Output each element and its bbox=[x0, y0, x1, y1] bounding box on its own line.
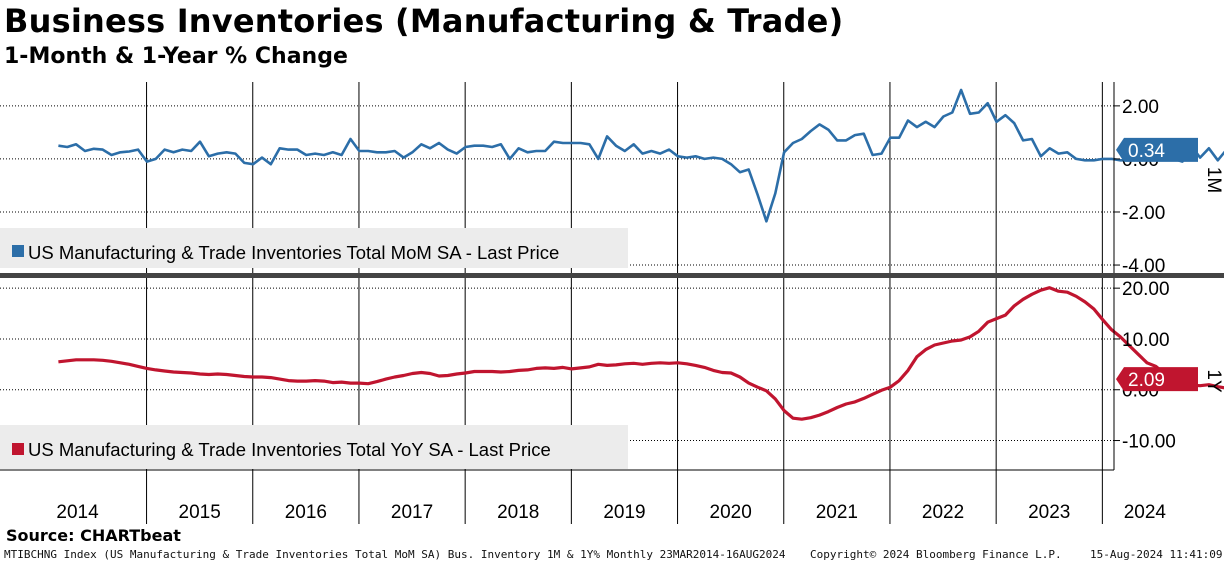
yoy-legend-box bbox=[0, 425, 628, 469]
yoy-last-value-badge bbox=[1116, 367, 1198, 392]
yoy-legend-swatch bbox=[12, 443, 24, 455]
mom-legend-label: US Manufacturing & Trade Inventories Tot… bbox=[28, 242, 559, 263]
yoy-series-line bbox=[58, 286, 1224, 421]
x-tick-label: 2023 bbox=[1028, 502, 1070, 523]
top-y-axis: 2.000.00-2.00-4.00 bbox=[1113, 82, 1165, 277]
x-tick-label: 2015 bbox=[179, 502, 221, 523]
mom-last-value-tag: 0.34 bbox=[1116, 137, 1198, 162]
y-tick-label: 10.00 bbox=[1122, 330, 1170, 351]
x-tick-label: 2018 bbox=[497, 502, 539, 523]
x-tick-label: 2019 bbox=[603, 502, 645, 523]
x-tick-label: 2020 bbox=[710, 502, 752, 523]
x-tick-label: 2016 bbox=[285, 502, 327, 523]
chart-subtitle: 1-Month & 1-Year % Change bbox=[4, 44, 348, 69]
y-tick-label: 20.00 bbox=[1122, 279, 1170, 300]
y-tick-label: -2.00 bbox=[1122, 203, 1165, 224]
index-info: MTIBCHNG Index (US Manufacturing & Trade… bbox=[4, 548, 786, 561]
y-tick-label: -10.00 bbox=[1122, 432, 1176, 453]
source-note: Source: CHARTbeat bbox=[6, 526, 181, 545]
mom-last-value-badge bbox=[1116, 137, 1198, 162]
x-tick-label: 2021 bbox=[816, 502, 858, 523]
x-tick-label: 2022 bbox=[922, 502, 964, 523]
chart-title: Business Inventories (Manufacturing & Tr… bbox=[4, 2, 844, 40]
mom-last-value: 0.34 bbox=[1128, 141, 1165, 162]
x-axis: 2014 2015 2016 2017 2018 2019 2020 2021 2022 2023… bbox=[56, 470, 1166, 524]
x-tick-label: 2017 bbox=[391, 502, 433, 523]
x-tick-label: 2024 bbox=[1124, 502, 1167, 523]
panel-separator bbox=[0, 273, 1224, 278]
mom-series-layer bbox=[58, 88, 1224, 223]
mom-legend-box bbox=[0, 228, 628, 268]
yoy-last-value: 2.09 bbox=[1128, 370, 1165, 391]
mom-legend-swatch bbox=[12, 245, 24, 257]
yoy-last-value-tag: 2.09 bbox=[1116, 367, 1198, 392]
y-tick-label: -4.00 bbox=[1122, 256, 1165, 277]
copyright: Copyright© 2024 Bloomberg Finance L.P. bbox=[810, 548, 1062, 561]
top-panel-label: 1M bbox=[1203, 167, 1224, 193]
timestamp: 15-Aug-2024 11:41:09 bbox=[1090, 548, 1223, 561]
bottom-panel-label: 1Y bbox=[1203, 369, 1224, 393]
bottom-panel-grid bbox=[0, 278, 1114, 470]
yoy-legend-label: US Manufacturing & Trade Inventories Tot… bbox=[28, 439, 551, 460]
yoy-series-layer bbox=[58, 286, 1224, 421]
x-tick-label: 2014 bbox=[56, 502, 99, 523]
mom-series-line bbox=[58, 88, 1224, 223]
y-tick-label: 2.00 bbox=[1122, 97, 1159, 118]
